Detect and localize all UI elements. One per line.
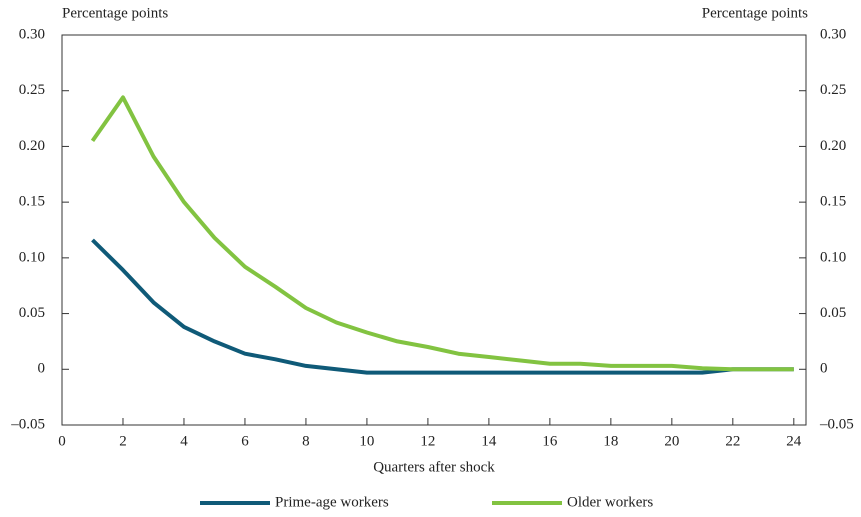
x-tick-label: 16 xyxy=(542,433,558,449)
y2-tick-label: 0.15 xyxy=(820,194,846,210)
legend-label: Older workers xyxy=(567,494,653,510)
x-tick-label: 4 xyxy=(180,433,188,449)
y2-tick-label: –0.05 xyxy=(819,416,854,432)
x-tick-label: 14 xyxy=(481,433,497,449)
x-tick-label: 8 xyxy=(302,433,310,449)
y2-tick-label: 0 xyxy=(820,361,828,377)
x-tick-label: 10 xyxy=(359,433,374,449)
legend-label: Prime-age workers xyxy=(275,494,389,510)
series-line xyxy=(91,238,794,375)
y-tick-label: 0.15 xyxy=(19,194,45,210)
y2-tick-label: 0.25 xyxy=(820,82,846,98)
y-tick-label: 0 xyxy=(38,361,46,377)
x-axis-label: Quarters after shock xyxy=(373,459,495,475)
series-line xyxy=(90,95,794,372)
y-tick-label: 0.20 xyxy=(19,138,45,154)
y-tick-label: 0.25 xyxy=(19,82,45,98)
y2-tick-label: 0.30 xyxy=(820,26,846,42)
y-tick-label: 0.10 xyxy=(19,249,45,265)
y2-axis-label: Percentage points xyxy=(702,5,808,21)
y-axis-label: Percentage points xyxy=(62,5,168,21)
y-tick-label: –0.05 xyxy=(10,416,45,432)
x-tick-label: 6 xyxy=(241,433,249,449)
y2-tick-label: 0.10 xyxy=(820,249,846,265)
x-tick-label: 24 xyxy=(786,433,802,449)
x-tick-label: 18 xyxy=(603,433,618,449)
x-tick-label: 0 xyxy=(58,433,66,449)
y2-tick-label: 0.20 xyxy=(820,138,846,154)
y-tick-label: 0.05 xyxy=(19,305,45,321)
x-tick-label: 12 xyxy=(420,433,435,449)
x-tick-label: 20 xyxy=(664,433,679,449)
x-tick-label: 22 xyxy=(725,433,740,449)
x-tick-label: 2 xyxy=(119,433,127,449)
y2-tick-label: 0.05 xyxy=(820,305,846,321)
plot-frame xyxy=(61,34,807,426)
y-tick-label: 0.30 xyxy=(19,26,45,42)
